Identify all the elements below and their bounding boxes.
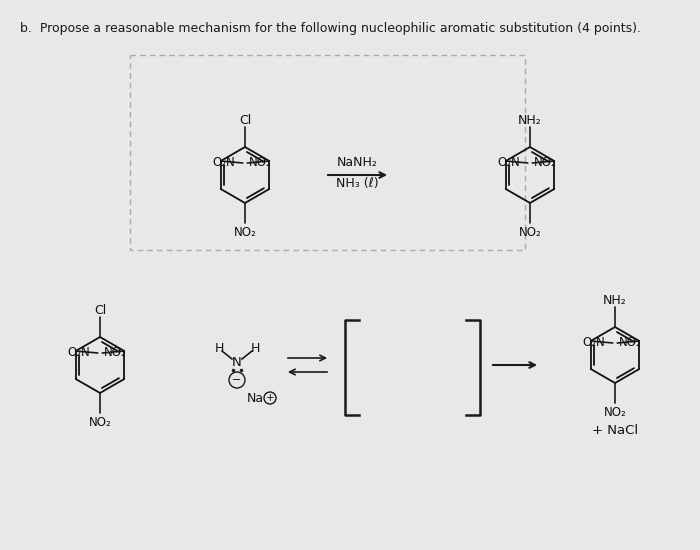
- Text: NO₂: NO₂: [89, 415, 111, 428]
- Text: NH₃ (ℓ): NH₃ (ℓ): [336, 177, 378, 190]
- Text: Na: Na: [247, 392, 264, 404]
- Text: NO₂: NO₂: [619, 337, 641, 349]
- Text: NO₂: NO₂: [234, 226, 256, 239]
- Text: NH₂: NH₂: [518, 113, 542, 127]
- Text: −: −: [232, 375, 241, 385]
- Text: O₂N: O₂N: [498, 157, 520, 169]
- Text: O₂N: O₂N: [67, 346, 90, 360]
- Text: NO₂: NO₂: [104, 346, 127, 360]
- Text: O₂N: O₂N: [213, 157, 235, 169]
- Text: H: H: [251, 342, 260, 355]
- Text: N: N: [232, 355, 242, 368]
- Text: NO₂: NO₂: [534, 157, 556, 169]
- Text: NaNH₂: NaNH₂: [337, 157, 377, 169]
- Text: NO₂: NO₂: [519, 226, 541, 239]
- Text: Cl: Cl: [239, 114, 251, 128]
- Text: NH₂: NH₂: [603, 294, 627, 306]
- Text: O₂N: O₂N: [582, 337, 606, 349]
- Text: NO₂: NO₂: [248, 157, 272, 169]
- Text: NO₂: NO₂: [603, 405, 626, 419]
- Text: Cl: Cl: [94, 304, 106, 316]
- Text: b.  Propose a reasonable mechanism for the following nucleophilic aromatic subst: b. Propose a reasonable mechanism for th…: [20, 22, 641, 35]
- Text: H: H: [214, 342, 224, 355]
- Text: + NaCl: + NaCl: [592, 424, 638, 437]
- Text: +: +: [266, 393, 274, 403]
